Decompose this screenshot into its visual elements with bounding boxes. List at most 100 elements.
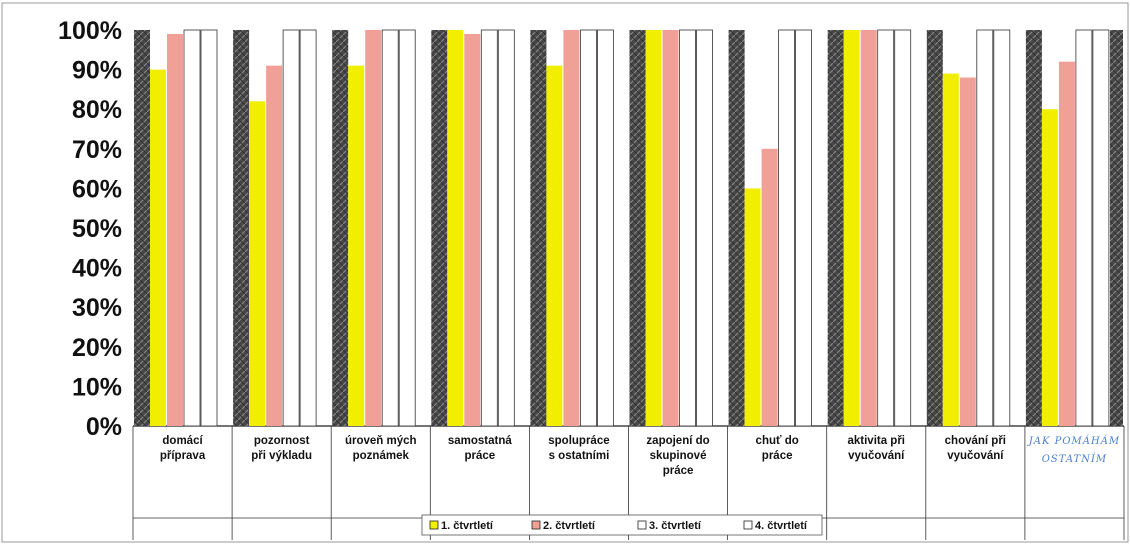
category-label: aktivita při vyučování xyxy=(847,435,905,462)
category-label-line: práce xyxy=(465,450,496,462)
bar xyxy=(1041,109,1058,426)
bar xyxy=(795,29,812,427)
separator-band xyxy=(431,30,448,426)
category-label-line: práce xyxy=(663,465,694,477)
bar xyxy=(894,29,912,427)
bar xyxy=(464,33,481,427)
bar xyxy=(778,29,795,427)
legend: 1. čtvrtletí 2. čtvrtletí 3. čtvrtletí 4. č… xyxy=(421,514,823,536)
category-label-line: chování při xyxy=(945,435,1006,447)
bar xyxy=(696,29,713,427)
bar xyxy=(167,33,183,427)
bar xyxy=(942,73,959,426)
separator-band xyxy=(1025,30,1042,426)
category-label-line: spolupráce xyxy=(548,435,609,447)
category-label: úroveň mých poznámek xyxy=(345,435,417,462)
legend-swatch xyxy=(531,520,541,530)
separator-band xyxy=(728,30,745,426)
category-label: spolupráce s ostatními xyxy=(548,435,609,462)
category-label-line: vyučování xyxy=(947,450,1004,462)
legend-label: 1. čtvrtletí xyxy=(441,520,494,532)
category-label-line: s ostatními xyxy=(549,450,610,462)
bar xyxy=(580,29,597,427)
bar xyxy=(1092,29,1110,427)
category-label-line: poznámek xyxy=(353,450,410,462)
legend-label: 3. čtvrtletí xyxy=(649,520,702,532)
bar xyxy=(959,77,976,427)
category-label-line: příprava xyxy=(160,450,206,462)
bar xyxy=(563,30,580,426)
category-label-line: úroveň mých xyxy=(345,435,417,447)
category-label-line: OSTATNÍM xyxy=(1042,453,1107,465)
category-label: chování při vyučování xyxy=(945,435,1006,462)
bar xyxy=(645,30,662,426)
bar xyxy=(662,30,679,426)
y-tick-label: 80% xyxy=(72,96,122,124)
category-label-line: samostatná xyxy=(448,435,513,447)
category-label-line: pozornost xyxy=(254,435,310,447)
bar xyxy=(679,29,696,427)
bar xyxy=(860,30,877,426)
category-label: domácí příprava xyxy=(160,435,206,462)
y-tick-label: 100% xyxy=(58,17,122,45)
y-tick-label: 0% xyxy=(86,413,122,441)
separator-band xyxy=(332,30,349,426)
plot-area xyxy=(134,29,1123,427)
legend-swatch xyxy=(429,520,439,530)
bar xyxy=(597,29,614,427)
category-label-line: aktivita při xyxy=(847,435,905,447)
category-label-line: při výkladu xyxy=(251,450,312,462)
category-label-line: zapojení do xyxy=(646,435,709,447)
category-label: pozornost při výkladu xyxy=(251,435,312,462)
bar xyxy=(976,29,994,427)
y-tick-label: 60% xyxy=(72,175,122,203)
legend-box xyxy=(421,514,823,536)
legend-label: 2. čtvrtletí xyxy=(543,520,596,532)
category-label-line: práce xyxy=(762,450,793,462)
bar xyxy=(497,29,515,427)
category-label-line: skupinové xyxy=(650,450,707,462)
category-label-line: JAK POMÁHÁM xyxy=(1027,435,1120,447)
separator-band xyxy=(629,30,646,426)
y-tick-label: 30% xyxy=(72,294,122,322)
bar xyxy=(993,29,1011,427)
category-label: chuť do práce xyxy=(756,435,799,462)
bar xyxy=(299,29,317,427)
y-tick-label: 50% xyxy=(72,215,122,243)
y-tick-label: 20% xyxy=(72,334,122,362)
y-axis: 0% 10% 20% 30% 40% 50% 60% 70% 80% 90% 100% xyxy=(58,17,1124,441)
bar xyxy=(1075,29,1093,427)
bar xyxy=(183,29,201,427)
separator-band xyxy=(134,30,150,426)
bar xyxy=(200,29,218,427)
category-label-line: chuť do xyxy=(756,435,799,447)
category-label: samostatná práce xyxy=(448,435,513,462)
legend-swatch xyxy=(743,520,753,530)
y-tick-label: 90% xyxy=(72,57,122,85)
bar xyxy=(877,29,895,427)
separator-band xyxy=(926,30,943,426)
bar xyxy=(282,29,300,427)
legend-swatch xyxy=(637,520,647,530)
bar xyxy=(381,29,399,427)
bar xyxy=(744,188,761,426)
separator-band xyxy=(1110,30,1123,426)
bar xyxy=(546,65,563,426)
bar xyxy=(480,29,498,427)
bar xyxy=(150,69,166,426)
category-label-line: vyučování xyxy=(848,450,905,462)
category-label-line: domácí xyxy=(162,435,203,447)
bar xyxy=(266,65,283,426)
bar xyxy=(447,30,464,426)
bar xyxy=(348,65,365,426)
y-tick-label: 70% xyxy=(72,136,122,164)
bar xyxy=(249,101,266,426)
bar xyxy=(761,148,778,427)
bar xyxy=(365,30,382,426)
bar xyxy=(1058,61,1075,427)
y-tick-label: 40% xyxy=(72,255,122,283)
separator-band xyxy=(530,30,547,426)
bar xyxy=(843,30,860,426)
